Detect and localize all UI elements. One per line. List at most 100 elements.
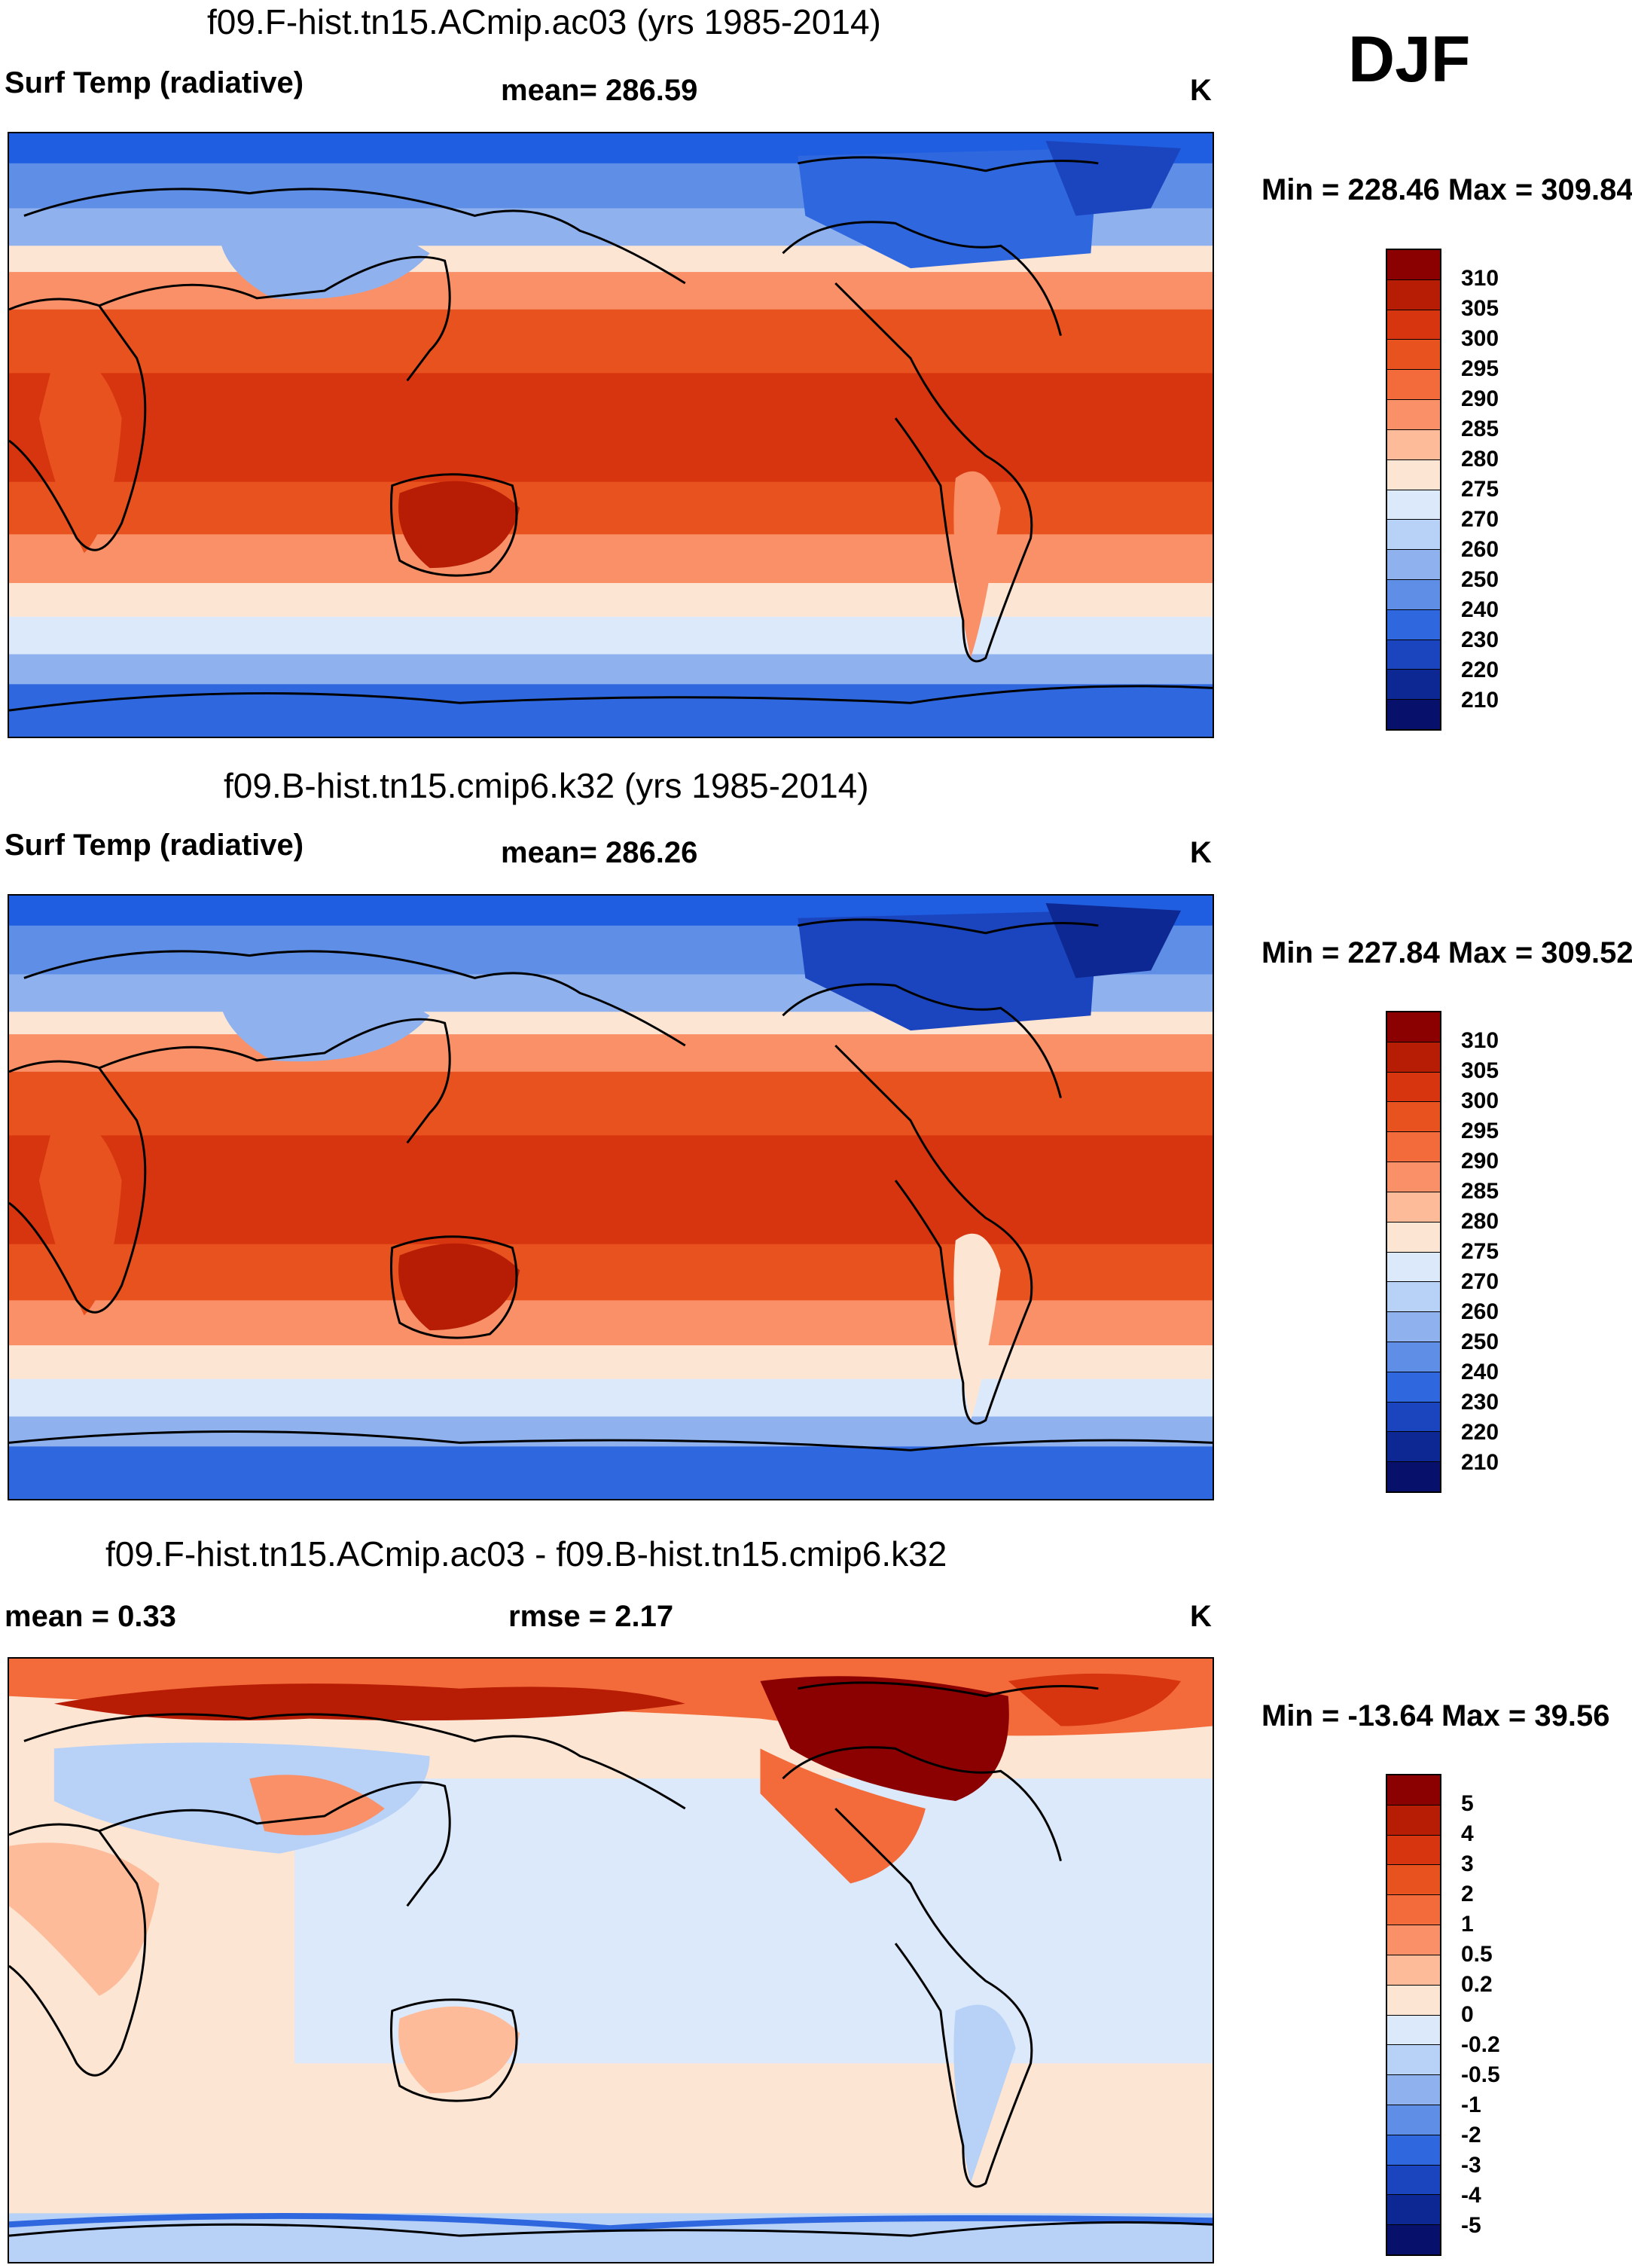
panel-3-map (8, 1657, 1214, 2263)
panel-3-rmse-label: rmse = 2.17 (508, 1600, 674, 1633)
colorbar-tick-label: 275 (1461, 477, 1499, 502)
panel-2-temperature-field (9, 896, 1213, 1499)
colorbar-tick-label: 275 (1461, 1239, 1499, 1264)
colorbar-swatch (1387, 1162, 1440, 1192)
panel-2-map (8, 894, 1214, 1500)
colorbar-tick-label: -4 (1461, 2183, 1481, 2208)
colorbar-tick-label: 3 (1461, 1851, 1474, 1876)
colorbar-swatch (1387, 1895, 1440, 1926)
colorbar-tick-label: 295 (1461, 356, 1499, 381)
panel-2-units-label: K (1190, 836, 1212, 869)
colorbar-tick-label: 300 (1461, 326, 1499, 351)
colorbar-tick-label: 285 (1461, 1179, 1499, 1204)
colorbar-tick-label: 270 (1461, 507, 1499, 532)
panel-2-colorbar (1386, 1011, 1441, 1493)
panel-1-minmax-label: Min = 228.46 Max = 309.84 (1261, 173, 1632, 206)
colorbar-tick-label: 250 (1461, 1329, 1499, 1354)
colorbar-swatch (1387, 1462, 1440, 1491)
colorbar-tick-label: 260 (1461, 1299, 1499, 1324)
colorbar-swatch (1387, 429, 1440, 460)
colorbar-tick-label: 305 (1461, 1058, 1499, 1083)
colorbar-tick-label: -3 (1461, 2153, 1481, 2178)
colorbar-swatch (1387, 2135, 1440, 2166)
colorbar-tick-label: -2 (1461, 2123, 1481, 2147)
colorbar-swatch (1387, 279, 1440, 310)
colorbar-tick-label: 260 (1461, 537, 1499, 562)
colorbar-tick-label: 230 (1461, 627, 1499, 652)
colorbar-tick-label: 295 (1461, 1119, 1499, 1143)
panel-2-variable-label: Surf Temp (radiative) (5, 829, 304, 862)
panel-3-colorbar (1386, 1774, 1441, 2256)
panel-3-title: f09.F-hist.tn15.ACmip.ac03 - f09.B-hist.… (105, 1534, 947, 1574)
colorbar-tick-label: 210 (1461, 1450, 1499, 1475)
colorbar-tick-label: 240 (1461, 597, 1499, 622)
colorbar-swatch (1387, 2075, 1440, 2105)
colorbar-swatch (1387, 340, 1440, 371)
panel-3-difference-field (9, 1659, 1213, 2262)
colorbar-tick-label: 290 (1461, 386, 1499, 411)
colorbar-tick-label: 310 (1461, 266, 1499, 291)
colorbar-swatch (1387, 1312, 1440, 1342)
colorbar-swatch (1387, 1012, 1440, 1042)
colorbar-swatch (1387, 1132, 1440, 1163)
colorbar-swatch (1387, 609, 1440, 640)
panel-1-mean-label: mean= 286.59 (501, 74, 698, 107)
colorbar-swatch (1387, 400, 1440, 430)
panel-3-units-label: K (1190, 1600, 1212, 1633)
colorbar-tick-label: 0 (1461, 2002, 1474, 2027)
colorbar-tick-label: 240 (1461, 1360, 1499, 1384)
colorbar-swatch (1387, 639, 1440, 670)
colorbar-tick-label: 220 (1461, 1420, 1499, 1445)
colorbar-swatch (1387, 2165, 1440, 2196)
colorbar-tick-label: 300 (1461, 1088, 1499, 1113)
colorbar-swatch (1387, 1222, 1440, 1253)
colorbar-swatch (1387, 1402, 1440, 1433)
colorbar-swatch (1387, 1432, 1440, 1463)
colorbar-swatch (1387, 1282, 1440, 1313)
colorbar-swatch (1387, 1102, 1440, 1133)
colorbar-tick-label: 250 (1461, 567, 1499, 592)
panel-1-temperature-field (9, 133, 1213, 737)
panel-1-colorbar (1386, 249, 1441, 731)
colorbar-swatch (1387, 1252, 1440, 1283)
colorbar-swatch (1387, 700, 1440, 729)
colorbar-tick-label: 0.2 (1461, 1972, 1493, 1997)
panel-1-units-label: K (1190, 74, 1212, 107)
colorbar-swatch (1387, 2195, 1440, 2226)
colorbar-swatch (1387, 250, 1440, 280)
colorbar-tick-label: 270 (1461, 1269, 1499, 1294)
colorbar-tick-label: -1 (1461, 2092, 1481, 2117)
colorbar-swatch (1387, 1985, 1440, 2016)
colorbar-tick-label: 1 (1461, 1912, 1474, 1937)
colorbar-tick-label: 285 (1461, 417, 1499, 441)
colorbar-tick-label: 210 (1461, 688, 1499, 713)
colorbar-tick-label: 2 (1461, 1882, 1474, 1906)
colorbar-swatch (1387, 670, 1440, 701)
colorbar-swatch (1387, 310, 1440, 340)
colorbar-swatch (1387, 1865, 1440, 1896)
panel-2-title: f09.B-hist.tn15.cmip6.k32 (yrs 1985-2014… (224, 766, 869, 805)
panel-2-mean-label: mean= 286.26 (501, 836, 698, 869)
colorbar-tick-label: 305 (1461, 296, 1499, 321)
colorbar-tick-label: 5 (1461, 1791, 1474, 1816)
colorbar-swatch (1387, 2045, 1440, 2076)
panel-1-variable-label: Surf Temp (radiative) (5, 66, 304, 99)
colorbar-swatch (1387, 2105, 1440, 2135)
colorbar-swatch (1387, 579, 1440, 610)
colorbar-swatch (1387, 2225, 1440, 2254)
colorbar-swatch (1387, 1072, 1440, 1103)
colorbar-tick-label: 290 (1461, 1149, 1499, 1174)
colorbar-swatch (1387, 520, 1440, 551)
colorbar-swatch (1387, 550, 1440, 580)
panel-2-minmax-label: Min = 227.84 Max = 309.52 (1261, 936, 1632, 969)
colorbar-swatch (1387, 1342, 1440, 1372)
colorbar-tick-label: -0.5 (1461, 2062, 1500, 2087)
colorbar-swatch (1387, 1775, 1440, 1806)
panel-3-mean-label: mean = 0.33 (5, 1600, 176, 1633)
colorbar-tick-label: 230 (1461, 1390, 1499, 1415)
colorbar-swatch (1387, 1955, 1440, 1986)
colorbar-swatch (1387, 1805, 1440, 1836)
colorbar-tick-label: -0.2 (1461, 2032, 1500, 2057)
colorbar-tick-label: 0.5 (1461, 1942, 1493, 1967)
colorbar-swatch (1387, 459, 1440, 490)
